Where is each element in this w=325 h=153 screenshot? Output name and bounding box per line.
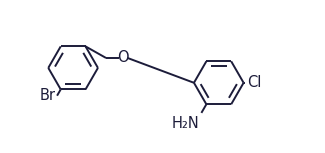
Text: Cl: Cl	[247, 75, 261, 90]
Text: H₂N: H₂N	[172, 116, 200, 131]
Text: O: O	[117, 50, 129, 65]
Text: Br: Br	[39, 88, 55, 103]
